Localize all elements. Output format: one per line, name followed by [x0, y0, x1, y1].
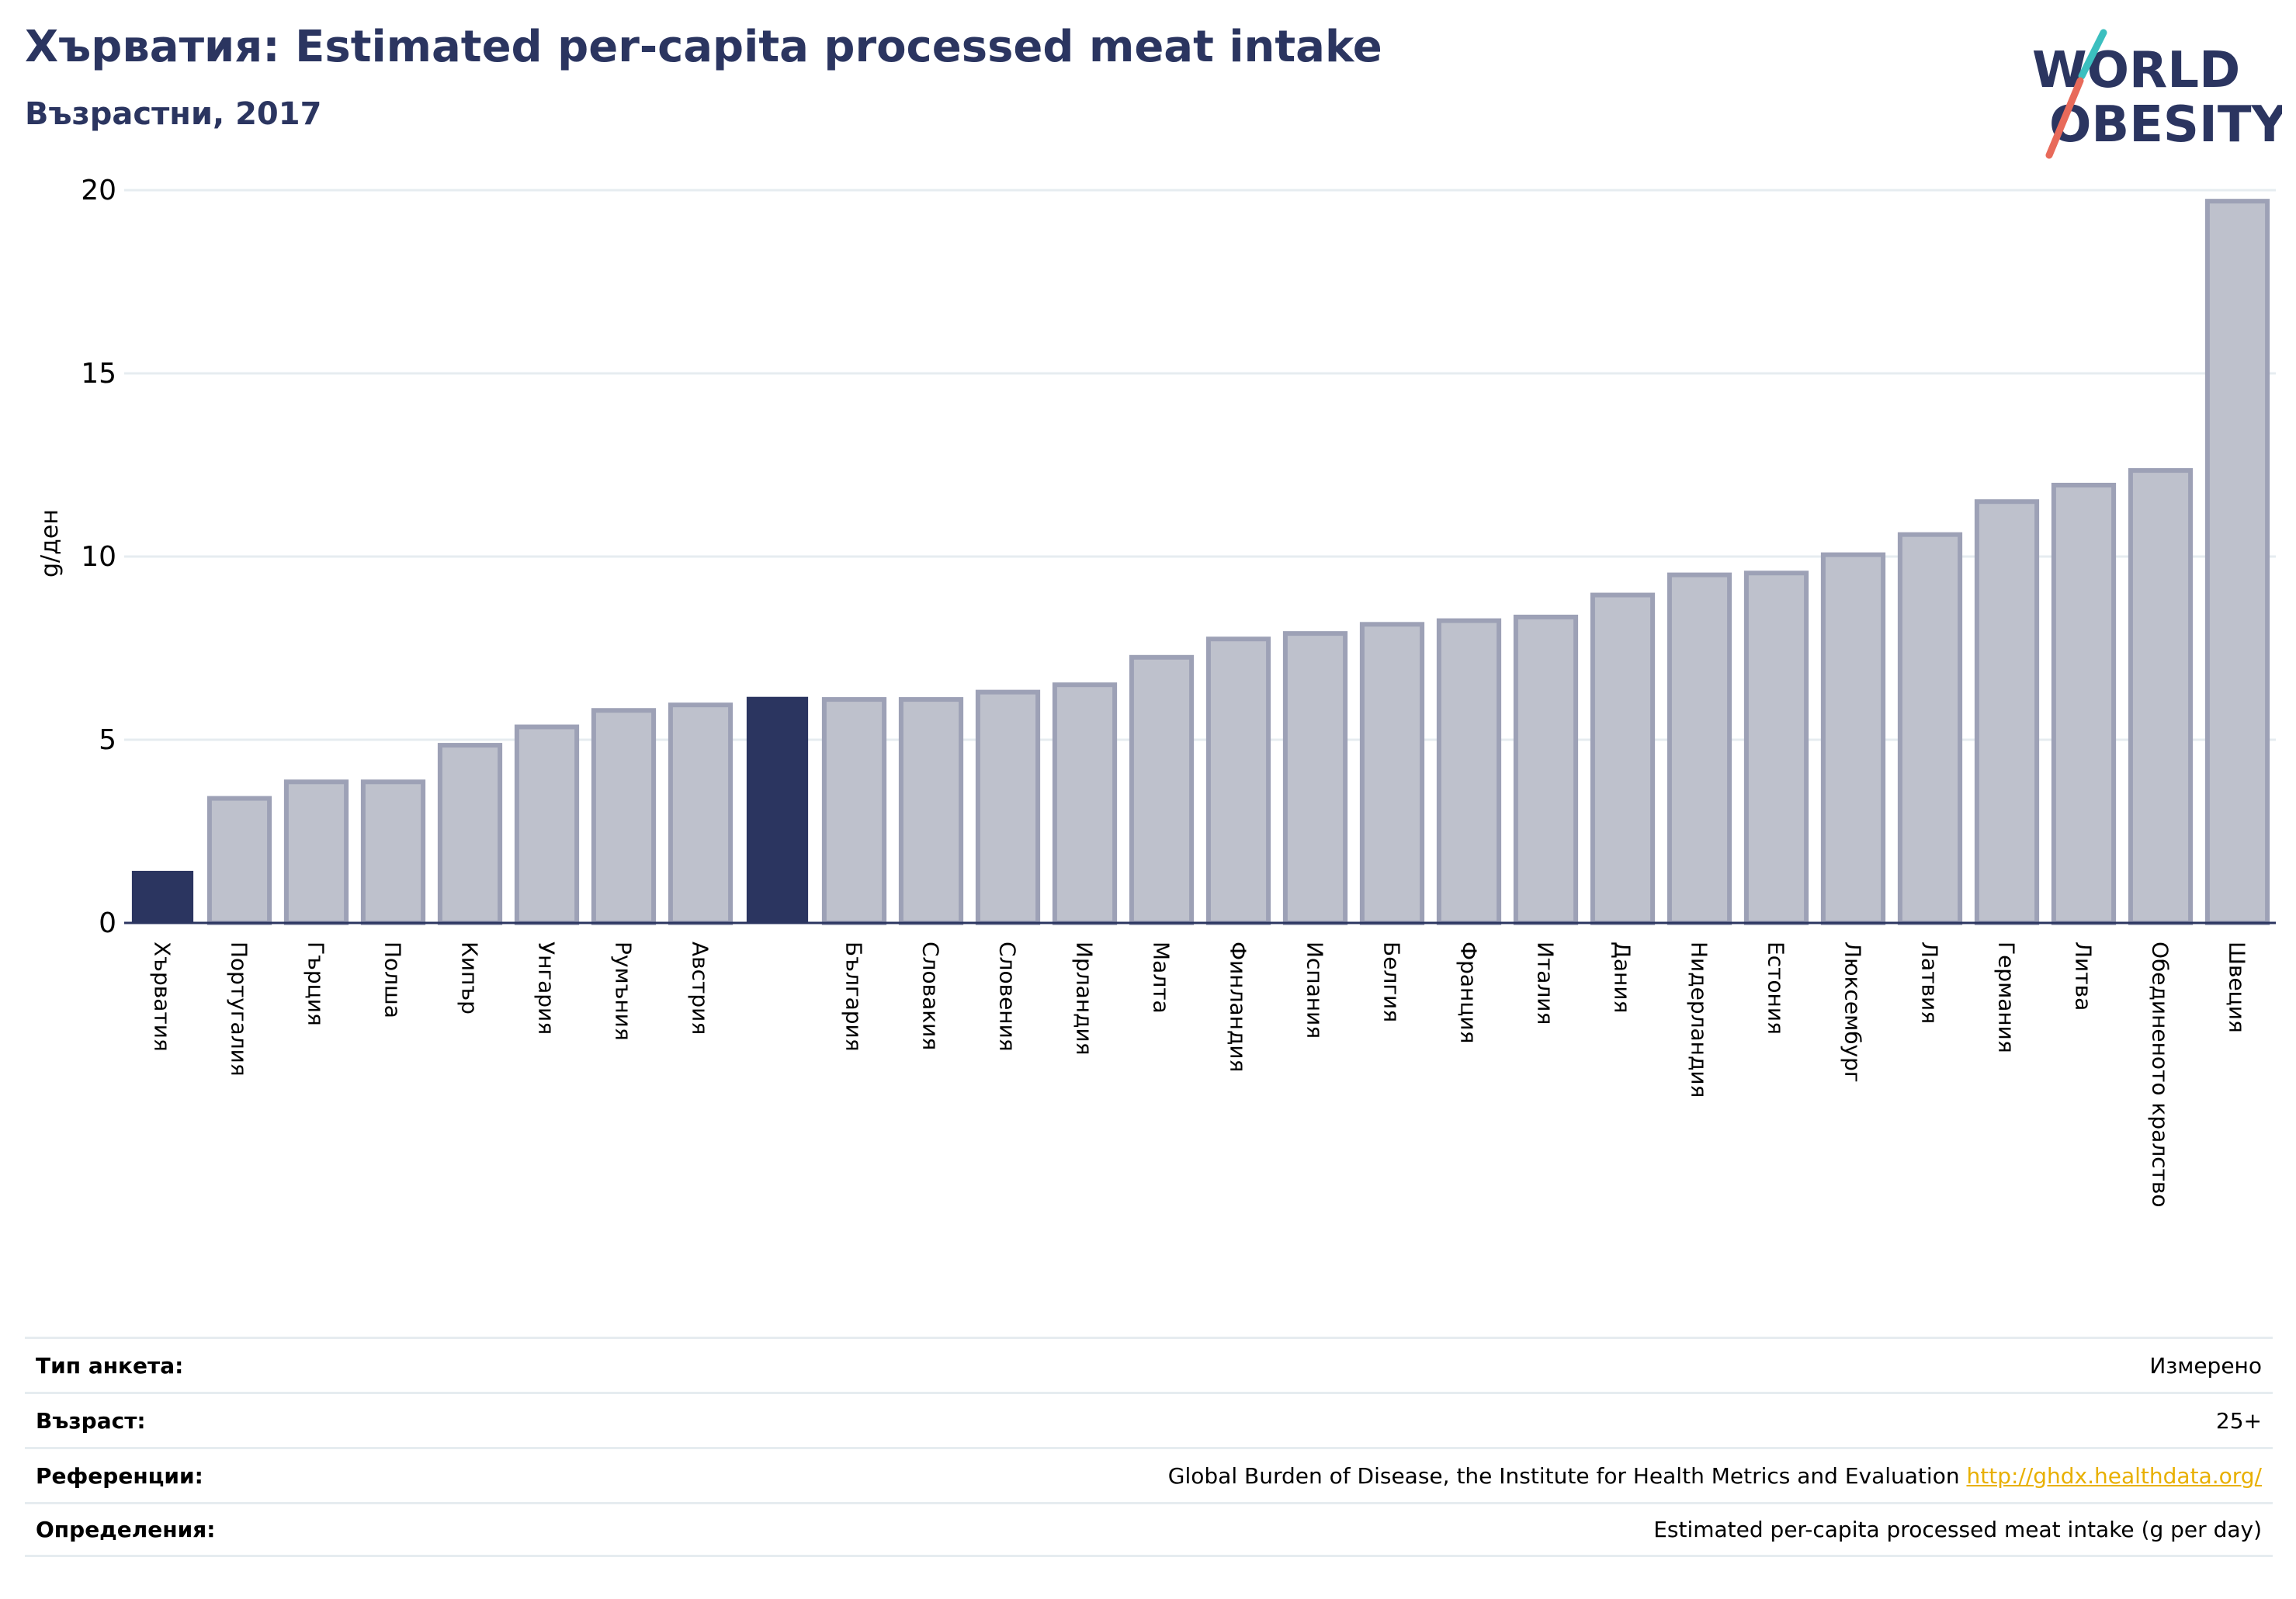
- bar: [206, 796, 272, 926]
- bar: [1667, 572, 1732, 925]
- x-tick-label: България: [841, 942, 867, 1052]
- bar: [514, 724, 580, 925]
- y-tick-label: 15: [81, 358, 116, 390]
- bar: [1359, 622, 1425, 925]
- bar: [821, 697, 887, 926]
- bar: [1513, 614, 1579, 925]
- bar: [1052, 682, 1118, 925]
- x-tick-label: Словакия: [918, 942, 944, 1050]
- bar: [1897, 532, 1963, 925]
- y-tick-label: 10: [81, 541, 116, 573]
- footer-row-references: Референции: Global Burden of Disease, th…: [25, 1447, 2273, 1502]
- x-tick-label: Ирландия: [1072, 942, 1098, 1055]
- bar: [2128, 468, 2194, 925]
- footer-label: Тип анкета:: [36, 1352, 184, 1379]
- bar: [283, 779, 349, 926]
- bar: [360, 779, 426, 926]
- footer-row-survey-type: Тип анкета: Измерено: [25, 1337, 2273, 1392]
- x-tick-label: Франция: [1456, 942, 1482, 1043]
- x-tick-label: Литва: [2071, 942, 2097, 1011]
- footer-row-definitions: Определения: Estimated per-capita proces…: [25, 1502, 2273, 1557]
- x-tick-label: Финландия: [1226, 942, 1251, 1072]
- world-obesity-logo: WORLD OBESITY: [2032, 29, 2282, 159]
- x-tick-label: Нидерландия: [1687, 942, 1712, 1098]
- y-axis-label: g/ден: [36, 509, 64, 578]
- bar: [1436, 618, 1502, 925]
- y-tick-label: 5: [99, 724, 116, 756]
- bar: [975, 689, 1041, 925]
- footer-row-age: Възраст: 25+: [25, 1392, 2273, 1447]
- x-tick-label: Белгия: [1379, 942, 1405, 1022]
- x-tick-label: Полша: [380, 942, 406, 1018]
- x-tick-label: Унгария: [534, 942, 560, 1035]
- y-tick-labels: 0 5 10 15 20: [81, 175, 116, 939]
- bar: [746, 696, 809, 924]
- info-table: Тип анкета: Измерено Възраст: 25+ Рефере…: [25, 1337, 2273, 1557]
- bar: [1129, 654, 1195, 925]
- bar: [1282, 631, 1348, 925]
- bar-chart: 0 5 10 15 20 Хърватия Португалия Гърция Полша Ки…: [36, 175, 2276, 1207]
- x-tick-label: Обединеното кралство: [2148, 942, 2173, 1207]
- x-tick-label: Италия: [1533, 942, 1559, 1025]
- bar: [1974, 499, 2040, 925]
- bar: [1590, 592, 1656, 925]
- footer-value: Estimated per-capita processed meat inta…: [1653, 1517, 2262, 1542]
- x-tick-label: Люксембург: [1840, 942, 1866, 1083]
- svg-text:OBESITY: OBESITY: [2049, 96, 2282, 154]
- x-tick-label: Румъния: [611, 942, 636, 1041]
- bar: [2051, 482, 2117, 925]
- bar: [668, 702, 734, 925]
- reference-text: Global Burden of Disease, the Institute …: [1167, 1462, 1960, 1489]
- bar: [898, 697, 964, 926]
- footer-label: Определения:: [36, 1517, 216, 1542]
- bar: [591, 708, 657, 925]
- bar: [2204, 199, 2270, 926]
- svg-text:WORLD: WORLD: [2032, 42, 2240, 99]
- y-tick-label: 20: [81, 175, 116, 206]
- bar: [131, 870, 194, 924]
- reference-link[interactable]: http://ghdx.healthdata.org/: [1966, 1462, 2262, 1489]
- y-tick-label: 0: [99, 907, 116, 939]
- footer-value: 25+: [2215, 1407, 2262, 1434]
- x-tick-label: Дания: [1610, 942, 1635, 1013]
- chart-subtitle: Възрастни, 2017: [25, 96, 322, 132]
- x-tick-label: Словения: [995, 942, 1021, 1052]
- x-tick-label: Латвия: [1917, 942, 1943, 1024]
- x-tick-label: Португалия: [227, 942, 252, 1077]
- chart-title: Хърватия: Estimated per-capita processed…: [25, 22, 1382, 72]
- x-tick-label: Испания: [1302, 942, 1328, 1039]
- bar: [437, 743, 503, 926]
- footer-label: Възраст:: [36, 1407, 146, 1434]
- x-tick-label: Австрия: [688, 942, 713, 1035]
- x-tick-label: Гърция: [303, 942, 329, 1026]
- x-tick-label: Естония: [1764, 942, 1789, 1035]
- x-tick-label: Германия: [1994, 942, 2020, 1053]
- footer-value: Global Burden of Disease, the Institute …: [1168, 1463, 2262, 1489]
- x-tick-label: Швеция: [2225, 942, 2250, 1033]
- footer-label: Референции:: [36, 1462, 203, 1489]
- x-tick-label: Хърватия: [150, 942, 175, 1052]
- x-tick-label: Малта: [1149, 942, 1174, 1014]
- footer-value: Измерено: [2149, 1352, 2262, 1379]
- x-tick-label: Кипър: [457, 942, 483, 1015]
- bar: [1743, 571, 1809, 925]
- x-tick-labels: Хърватия Португалия Гърция Полша Кипър Унгари…: [150, 942, 2250, 1207]
- bars: [131, 199, 2270, 926]
- bar: [1820, 552, 1886, 925]
- bar: [1205, 636, 1271, 925]
